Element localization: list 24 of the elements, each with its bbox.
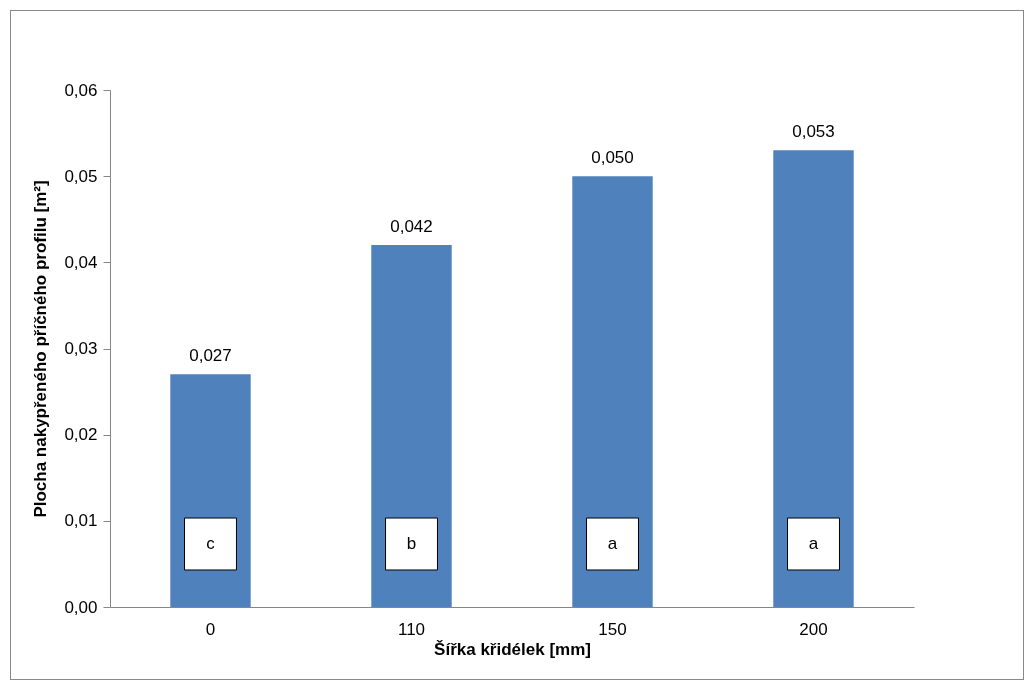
y-tick-label: 0,05	[64, 166, 98, 186]
x-tick-label: 110	[397, 619, 426, 639]
data-label: 0,050	[591, 148, 634, 168]
y-tick-label: 0,06	[64, 80, 98, 100]
y-tick-label: 0,01	[64, 511, 98, 531]
x-tick-label: 200	[799, 619, 828, 639]
annotation: c	[206, 534, 216, 553]
x-axis-title: Šířka křidélek [mm]	[434, 639, 591, 659]
y-tick-label: 0,02	[64, 425, 98, 445]
annotation: b	[406, 534, 417, 553]
y-tick-label: 0,04	[64, 252, 98, 272]
x-tick-label: 150	[598, 619, 627, 639]
annotation: a	[808, 534, 819, 553]
bar	[773, 150, 854, 607]
y-axis-title: Plocha nakypřeného příčného profilu [m²]	[31, 180, 51, 518]
y-tick-label: 0,00	[64, 597, 98, 617]
x-tick-label: 0	[205, 619, 216, 639]
bar	[371, 245, 452, 607]
data-label: 0,053	[792, 122, 835, 142]
bar	[572, 176, 653, 607]
data-label: 0,027	[189, 346, 232, 366]
y-tick-label: 0,03	[64, 339, 98, 358]
data-label: 0,042	[390, 217, 433, 237]
annotation: a	[607, 534, 618, 553]
